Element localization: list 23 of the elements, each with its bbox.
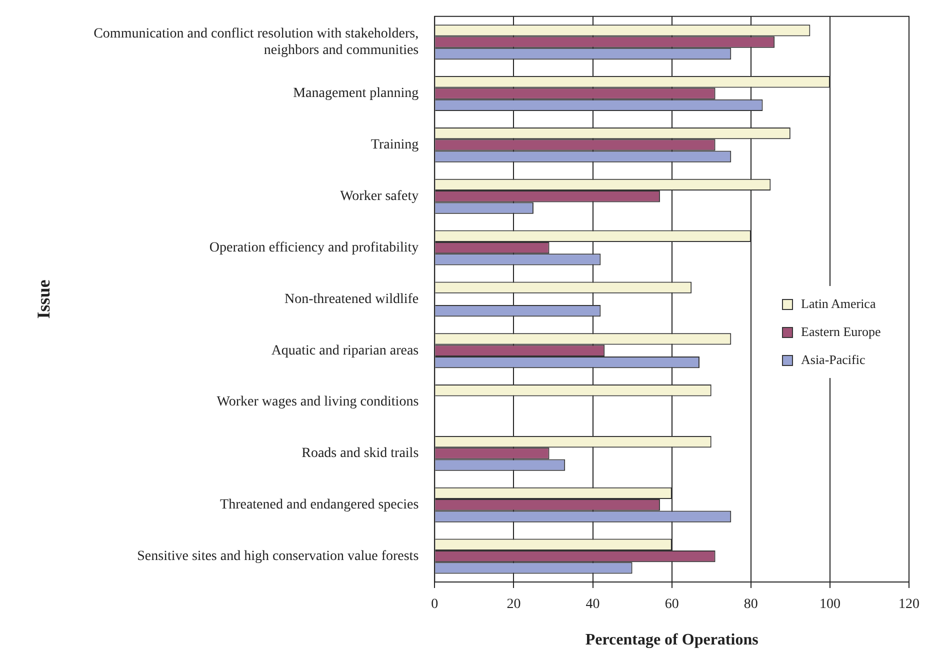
x-tick-label: 80: [744, 597, 758, 612]
y-tick-label: Training: [370, 138, 419, 153]
x-tick-label: 120: [898, 597, 920, 612]
x-tick-label: 0: [431, 597, 438, 612]
y-axis-title: Issue: [33, 280, 54, 319]
y-tick-label: Worker wages and living conditions: [216, 394, 419, 410]
y-tick-label: Non-threatened wildlife: [284, 292, 419, 307]
y-tick-label: Aquatic and riparian areas: [271, 343, 419, 358]
legend-label: Latin America: [801, 296, 876, 312]
legend-label: Asia-Pacific: [801, 352, 866, 368]
y-tick-label: Management planning: [293, 86, 419, 102]
x-tick-label: 100: [819, 597, 840, 612]
x-tick-label: 40: [586, 597, 600, 612]
y-tick-label: Threatened and endangered species: [220, 498, 419, 513]
y-tick-label: Sensitive sites and high conservation value forests: [137, 548, 419, 564]
y-tick-label: Worker safety: [340, 189, 419, 204]
y-tick-label: Operation efficiency and profitability: [209, 240, 419, 256]
x-tick-label: 60: [664, 597, 679, 612]
x-tick-label: 20: [506, 597, 521, 612]
y-tick-label: Communication and conflict resolution with stakeholders, neighbors and communities: [94, 26, 419, 58]
x-axis-title: Percentage of Operations: [585, 632, 758, 649]
y-tick-label: Roads and skid trails: [302, 446, 419, 462]
legend-label: Eastern Europe: [801, 324, 881, 340]
